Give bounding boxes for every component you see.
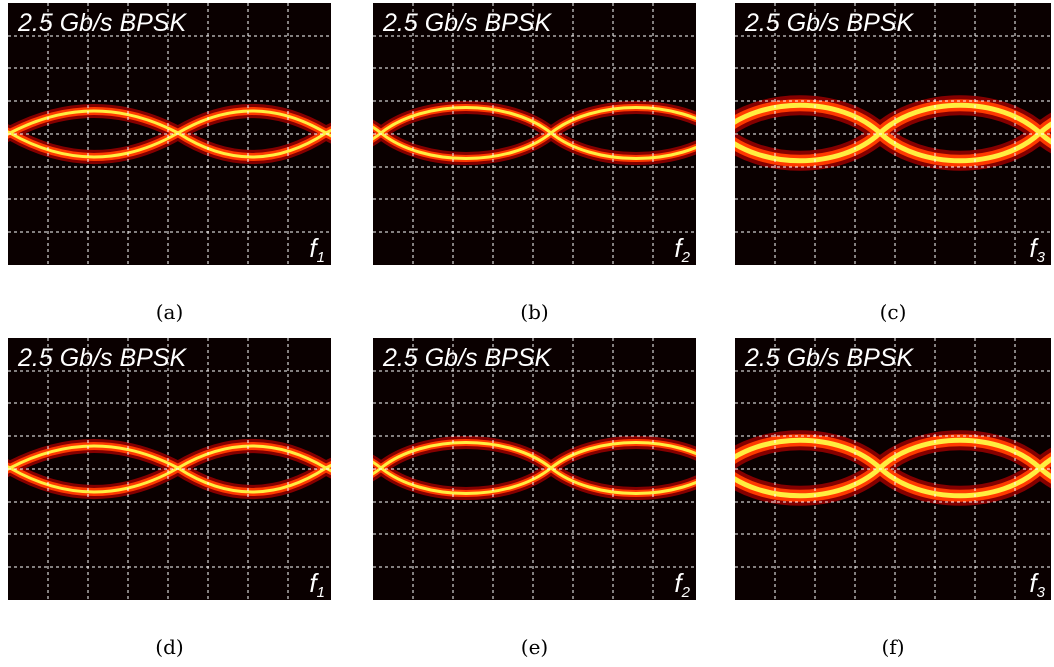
caption: (b)	[520, 300, 549, 324]
panel-label: f2	[674, 233, 690, 265]
eye-diagram: 2.5 Gb/s BPSK f2	[373, 3, 696, 265]
panel-title: 2.5 Gb/s BPSK	[382, 344, 552, 372]
caption: (d)	[155, 635, 184, 659]
caption: (c)	[879, 300, 907, 324]
panel-title: 2.5 Gb/s BPSK	[17, 9, 187, 37]
panel-title: 2.5 Gb/s BPSK	[382, 9, 552, 37]
panel-label: f3	[1029, 233, 1045, 265]
label-subscript: 3	[1037, 584, 1046, 600]
label-f: f	[309, 568, 319, 598]
plot: 2.5 Gb/s BPSK f3	[735, 3, 1051, 265]
label-f: f	[309, 233, 319, 263]
eye-diagram: 2.5 Gb/s BPSK f1	[8, 3, 331, 265]
panel-label: f1	[309, 233, 325, 265]
plot: 2.5 Gb/s BPSK f1	[8, 338, 331, 600]
plot: 2.5 Gb/s BPSK f2	[373, 338, 696, 600]
plot: 2.5 Gb/s BPSK f1	[8, 3, 331, 265]
plot: 2.5 Gb/s BPSK f3	[735, 338, 1051, 600]
panel-title: 2.5 Gb/s BPSK	[17, 344, 187, 372]
eye-diagram: 2.5 Gb/s BPSK f3	[735, 3, 1051, 265]
panel-label: f2	[674, 568, 690, 600]
caption: (a)	[155, 300, 184, 324]
eye-diagram: 2.5 Gb/s BPSK f3	[735, 338, 1051, 600]
eye-trace	[373, 443, 696, 494]
caption: (f)	[881, 635, 905, 659]
panel-label: f3	[1029, 568, 1045, 600]
grid	[735, 338, 1051, 600]
grid	[735, 3, 1051, 265]
eye-diagram: 2.5 Gb/s BPSK f2	[373, 338, 696, 600]
caption: (e)	[520, 635, 549, 659]
label-f: f	[1029, 233, 1039, 263]
panel-label: f1	[309, 568, 325, 600]
grid	[373, 338, 696, 600]
label-subscript: 2	[681, 584, 691, 600]
panel-title: 2.5 Gb/s BPSK	[744, 9, 914, 37]
label-f: f	[674, 233, 684, 263]
label-subscript: 1	[317, 249, 325, 265]
label-f: f	[1029, 568, 1039, 598]
plot: 2.5 Gb/s BPSK f2	[373, 3, 696, 265]
label-subscript: 2	[681, 249, 691, 265]
panel-title: 2.5 Gb/s BPSK	[744, 344, 914, 372]
label-f: f	[674, 568, 684, 598]
eye-diagram: 2.5 Gb/s BPSK f1	[8, 338, 331, 600]
eye-trace	[373, 108, 696, 159]
label-subscript: 3	[1037, 249, 1046, 265]
label-subscript: 1	[317, 584, 325, 600]
grid	[373, 3, 696, 265]
